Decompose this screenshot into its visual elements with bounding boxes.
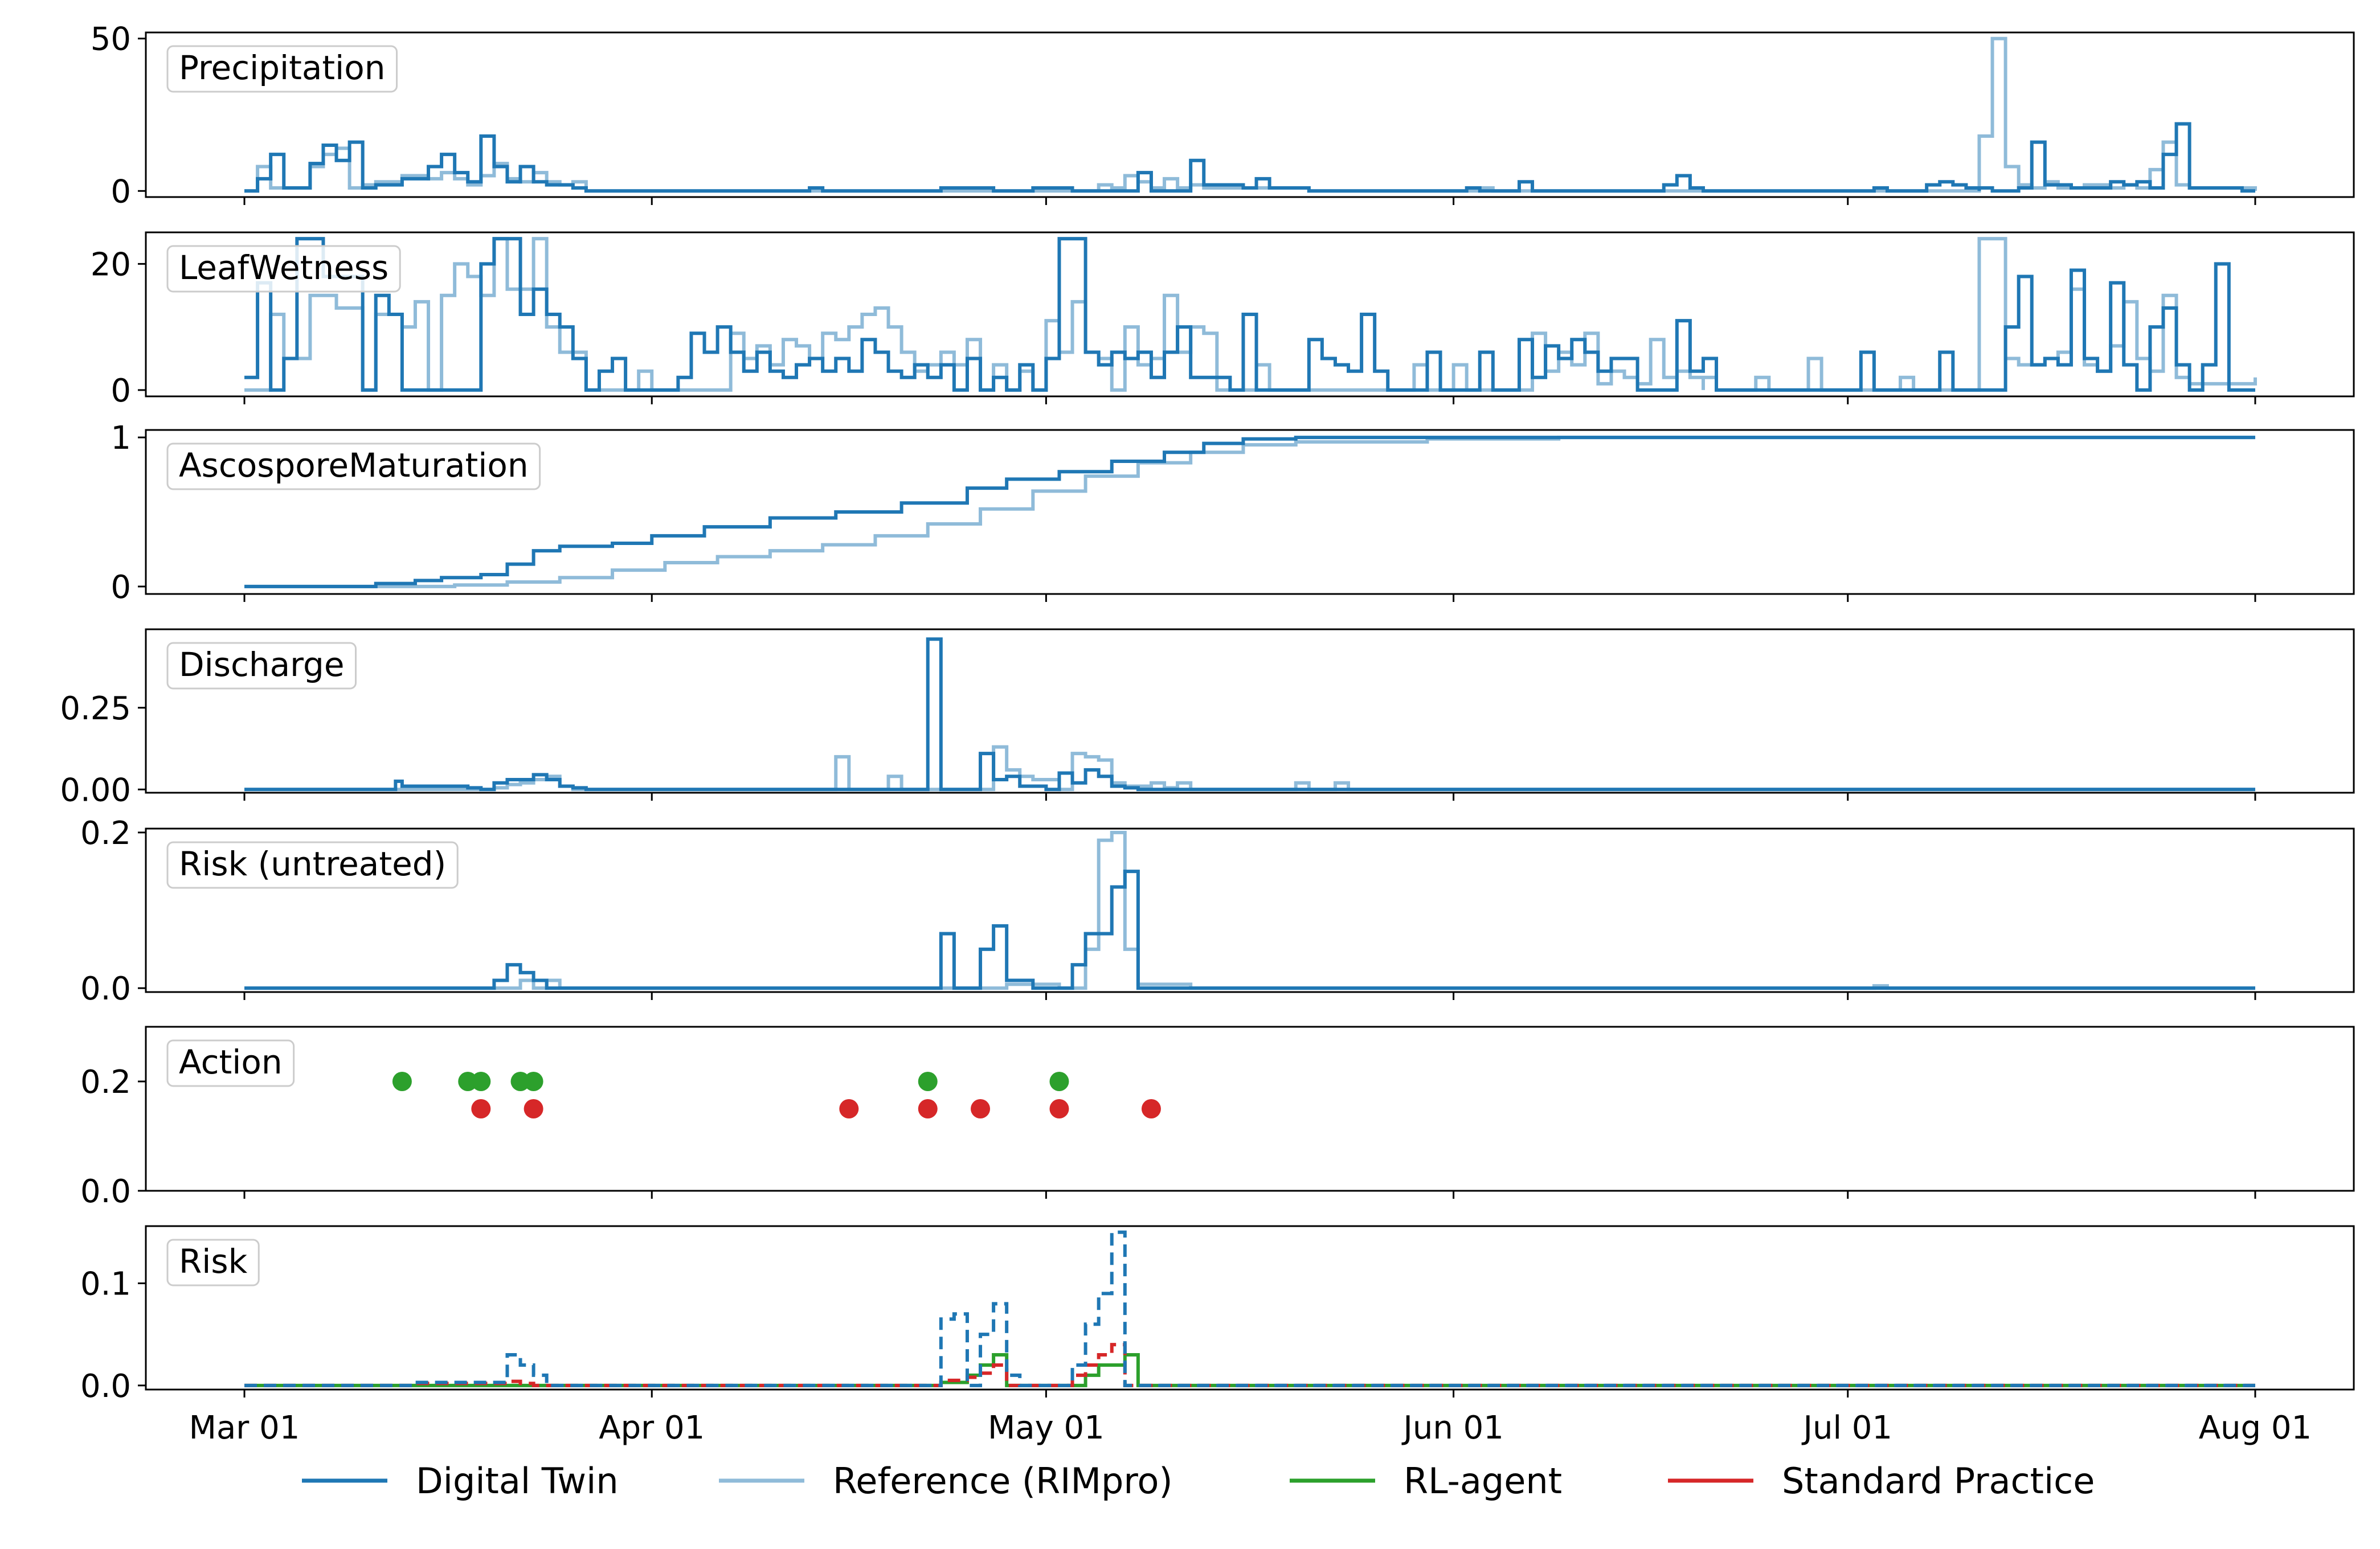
panel-label-box [166, 1239, 260, 1286]
y-tick-label: 1 [111, 420, 131, 457]
series-rl-agent-point [1049, 1072, 1069, 1091]
axes-frame [145, 231, 2355, 398]
series-reference-rimpro-line [244, 436, 2255, 588]
y-tick-label: 0.0 [80, 1173, 131, 1210]
subplot-0: 0 50 Precipitation [91, 21, 2355, 210]
legend-entry: RL-agent [1290, 1460, 1562, 1502]
y-tick-label: 0.00 [60, 772, 131, 809]
legend-label: Standard Practice [1782, 1460, 2095, 1502]
axes-frame [145, 628, 2355, 794]
x-tick-label: Aug 01 [2199, 1409, 2312, 1446]
plot-area [244, 436, 2255, 588]
panel-label: Risk [179, 1242, 248, 1281]
legend-entry: Digital Twin [302, 1460, 619, 1502]
subplot-2: 0 1 AscosporeMaturation [111, 420, 2355, 606]
series-rl-agent-point [918, 1072, 938, 1091]
y-tick-label: 50 [91, 21, 131, 58]
series-standard-practice-point [471, 1099, 491, 1118]
legend: Digital Twin Reference (RIMpro) RL-agent St… [302, 1460, 2095, 1502]
x-tick-label: Jul 01 [1801, 1409, 1892, 1446]
y-tick-label: 0.2 [80, 815, 131, 852]
y-tick-label: 0.0 [80, 1368, 131, 1405]
axes-frame [145, 31, 2355, 198]
subplot-6: 0.0 0.1 Risk [80, 1225, 2355, 1405]
subplot-5: 0.0 0.2 Action [80, 1026, 2355, 1210]
panel-label-box [166, 45, 398, 93]
plot-area [244, 637, 2255, 792]
y-tick-label: 0.2 [80, 1064, 131, 1101]
series-standard-practice-point [524, 1099, 543, 1118]
panel-label-box [166, 642, 357, 690]
series-standard-practice-point [839, 1099, 859, 1118]
legend-label: Reference (RIMpro) [833, 1460, 1173, 1502]
series-standard-practice-point [1141, 1099, 1161, 1118]
series-standard-practice-point [918, 1099, 938, 1118]
series-reference-rimpro-line [244, 36, 2257, 193]
x-tick-label: Jun 01 [1401, 1409, 1504, 1446]
panel-label: Action [179, 1043, 283, 1081]
axes-frame [145, 429, 2355, 595]
legend-label: Digital Twin [416, 1460, 619, 1502]
plot-area [392, 1072, 1161, 1118]
y-tick-label: 0.25 [60, 690, 131, 727]
x-tick-label: Apr 01 [599, 1409, 705, 1446]
plot-area [244, 1230, 2255, 1387]
series-digital-twin-line [244, 122, 2255, 193]
plot-area [244, 830, 2255, 990]
panel-label: Risk (untreated) [179, 845, 446, 883]
plot-area [244, 36, 2257, 193]
axes-frame [145, 1225, 2355, 1391]
series-rl-agent-point [524, 1072, 543, 1091]
x-tick-label: May 01 [988, 1409, 1105, 1446]
y-tick-label: 0.0 [80, 970, 131, 1007]
subplot-3: 0.00 0.25 Discharge [60, 628, 2355, 809]
subplot-4: 0.0 0.2 Risk (untreated) [80, 815, 2355, 1007]
panel-label-box [166, 245, 401, 293]
series-digital-twin-line [244, 870, 2255, 990]
panel-label-box [166, 841, 459, 889]
plot-area [244, 237, 2257, 392]
series-digital-twin-line [244, 237, 2255, 392]
y-tick-label: 20 [91, 246, 131, 283]
legend-entry: Reference (RIMpro) [719, 1460, 1173, 1502]
panel-label: Precipitation [179, 48, 386, 87]
series-rl-agent-point [471, 1072, 491, 1091]
series-reference-rimpro-line [244, 745, 2255, 792]
legend-label: RL-agent [1404, 1460, 1562, 1502]
y-tick-label: 0 [111, 569, 131, 606]
panel-label: LeafWetness [179, 248, 389, 287]
y-tick-label: 0 [111, 173, 131, 210]
y-tick-label: 0.1 [80, 1265, 131, 1302]
x-tick-label: Mar 01 [189, 1409, 300, 1446]
series-digital-twin-line [244, 1230, 2255, 1387]
series-digital-twin-line [244, 436, 2255, 588]
axes-frame [145, 827, 2355, 993]
series-standard-practice-point [971, 1099, 991, 1118]
panel-label-box [166, 1039, 295, 1087]
panel-label: AscosporeMaturation [179, 446, 529, 485]
series-standard-practice-point [1049, 1099, 1069, 1118]
y-tick-label: 0 [111, 372, 131, 409]
series-reference-rimpro-line [244, 830, 2255, 990]
panel-label-box [166, 442, 541, 490]
series-digital-twin-line [244, 637, 2255, 792]
panel-label: Discharge [179, 645, 345, 684]
axes-frame [145, 1026, 2355, 1192]
legend-entry: Standard Practice [1668, 1460, 2095, 1502]
series-reference-rimpro-line [244, 237, 2257, 392]
series-rl-agent-point [392, 1072, 412, 1091]
subplot-1: 0 20 LeafWetness [91, 231, 2355, 409]
